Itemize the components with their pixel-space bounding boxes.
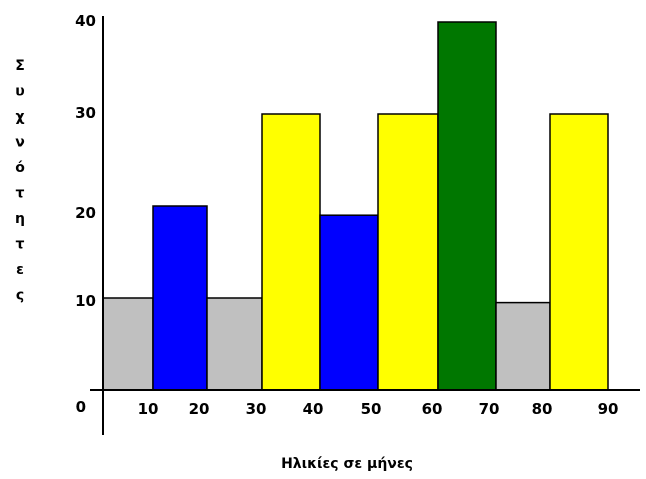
bar-80-90 [549, 113, 609, 391]
y-axis-label-char: ό [15, 160, 25, 176]
y-tick-label: 0 [76, 398, 86, 416]
bar-30-40 [261, 113, 321, 391]
y-axis-label-char: Σ [15, 58, 25, 74]
x-tick-label: 80 [532, 400, 553, 418]
y-tick-label: 40 [75, 12, 96, 30]
bar-70-80 [495, 301, 551, 391]
y-tick-label: 20 [75, 204, 96, 222]
y-axis-label-char: υ [15, 84, 24, 100]
y-axis-label-char: ς [16, 288, 24, 304]
bar-10-20 [152, 205, 208, 391]
bar-20-30 [206, 297, 263, 391]
x-tick-label: 70 [479, 400, 500, 418]
bar-40-50 [319, 214, 379, 391]
y-tick-label: 30 [75, 104, 96, 122]
y-axis-label-char: η [15, 211, 25, 227]
x-axis-label: Ηλικίες σε μήνες [281, 456, 413, 472]
x-tick-label: 30 [246, 400, 267, 418]
bar-0-10 [102, 297, 154, 391]
x-tick-label: 50 [361, 400, 382, 418]
bars-group [102, 21, 609, 391]
y-axis-label-char: ε [16, 262, 24, 278]
x-tick-label: 10 [138, 400, 159, 418]
x-tick-label: 90 [598, 400, 619, 418]
y-axis-label-char: τ [16, 186, 25, 202]
y-tick-label: 10 [75, 292, 96, 310]
x-tick-labels: 10 20 30 40 50 60 70 80 90 [138, 400, 619, 418]
bar-60-70 [437, 21, 497, 391]
x-tick-label: 60 [422, 400, 443, 418]
y-tick-labels: 0 10 20 30 40 [75, 12, 96, 416]
x-tick-label: 20 [189, 400, 210, 418]
bar-50-60 [377, 113, 439, 391]
y-axis-label-char: ν [15, 135, 25, 151]
y-axis-label-char: χ [15, 109, 24, 125]
y-axis-label-char: τ [16, 237, 25, 253]
x-tick-label: 40 [303, 400, 324, 418]
